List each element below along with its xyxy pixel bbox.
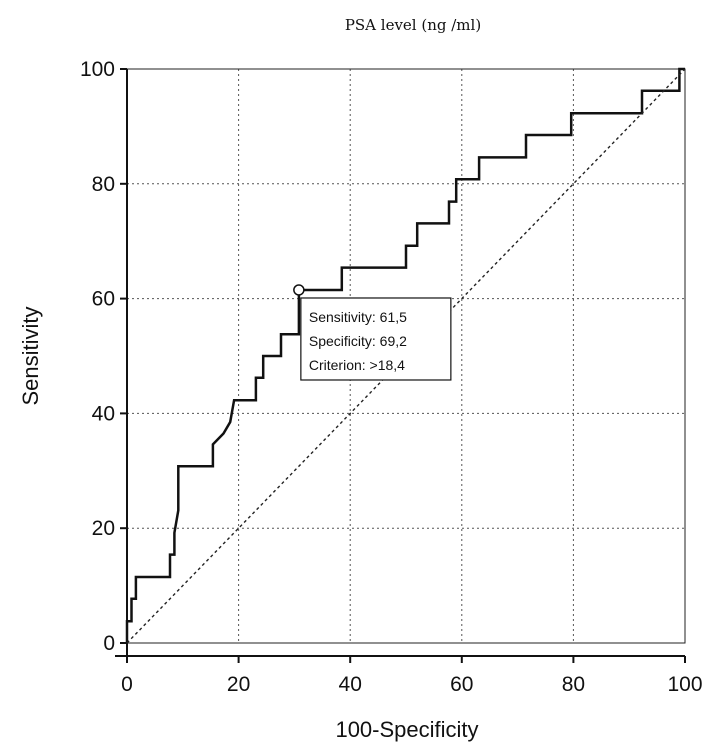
roc-curve <box>125 67 685 643</box>
annotation-line: Specificity: 69,2 <box>309 333 407 349</box>
x-tick-label: 100 <box>667 673 702 696</box>
y-tick-label: 40 <box>92 402 115 425</box>
y-tick-label: 0 <box>103 632 115 655</box>
x-tick-label: 40 <box>339 673 362 696</box>
y-tick-label: 60 <box>92 288 115 311</box>
x-tick-label: 60 <box>450 673 473 696</box>
x-tick-label: 20 <box>227 673 250 696</box>
x-tick-label: 80 <box>562 673 585 696</box>
optimal-point-marker <box>293 284 305 296</box>
y-tick-label: 100 <box>80 58 115 81</box>
plot-area: 0 20 40 60 80 100 0 20 40 60 80 100 Sensitivity: 61,… <box>80 58 703 696</box>
chart-title: PSA level (ng /ml) <box>345 16 481 34</box>
x-axis-label: 100-Specificity <box>335 717 478 742</box>
y-axis-label: Sensitivity <box>18 306 43 405</box>
reference-diagonal-line <box>126 68 686 644</box>
annotation-line: Criterion: >18,4 <box>309 357 405 373</box>
x-tick-label: 0 <box>121 673 133 696</box>
annotation-box <box>300 297 452 381</box>
annotation-line: Sensitivity: 61,5 <box>309 309 407 325</box>
y-tick-label: 80 <box>92 173 115 196</box>
y-tick-label: 20 <box>92 517 115 540</box>
